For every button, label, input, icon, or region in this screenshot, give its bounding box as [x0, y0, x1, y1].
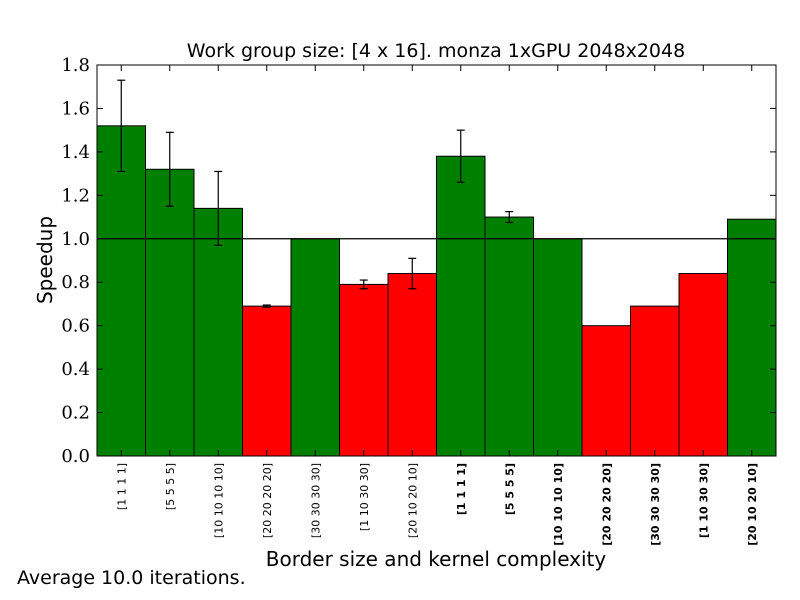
bar: [96, 125, 146, 457]
x-tick-label: [20 20 20 20]: [261, 463, 274, 538]
bar: [533, 238, 583, 457]
bar: [339, 283, 389, 457]
bar: [727, 218, 777, 457]
x-tick-label: [20 20 20 20]: [600, 463, 613, 546]
x-tick-label: [1 1 1 1]: [455, 463, 468, 515]
y-tick-label: 1.2: [61, 185, 90, 206]
bars-group: [96, 125, 777, 457]
x-tick-label: [1 1 1 1]: [115, 463, 128, 510]
error-bars-group: [117, 79, 514, 308]
x-tick-label: [10 10 10 10]: [552, 463, 565, 546]
x-tick-label: [30 30 30 30]: [649, 463, 662, 546]
bar: [484, 216, 534, 457]
x-tick-label: [10 10 10 10]: [212, 463, 225, 538]
y-tick-label: 1.8: [61, 55, 90, 76]
bar: [242, 305, 292, 457]
chart-title: Work group size: [4 x 16]. monza 1xGPU 2…: [187, 40, 685, 62]
bar: [436, 155, 486, 457]
y-tick-label: 1.0: [61, 229, 90, 250]
y-tick-label: 0.2: [61, 403, 90, 424]
x-axis-label: Border size and kernel complexity: [266, 547, 607, 571]
y-axis-label: Speedup: [33, 216, 57, 304]
y-tick-label: 0.8: [61, 272, 90, 293]
y-tick-label: 1.4: [61, 142, 90, 163]
x-tick-label: [5 5 5 5]: [164, 463, 177, 510]
y-tick-label: 0.0: [61, 446, 90, 467]
bar: [290, 238, 340, 457]
footnote: Average 10.0 iterations.: [17, 567, 246, 589]
bar: [145, 168, 195, 457]
y-axis-ticks: 0.0 0.2 0.4 0.6 0.8 1.0 1.2 1.4 1.6 1.8: [61, 55, 776, 467]
bar: [630, 305, 680, 457]
bar: [193, 207, 243, 457]
y-tick-label: 0.4: [61, 359, 90, 380]
x-tick-label: [20 10 20 10]: [746, 463, 759, 546]
x-axis-ticks: [1 1 1 1] [5 5 5 5] [10 10 10 10] [20 20 20…: [115, 65, 759, 546]
x-tick-label: [1 10 30 30]: [358, 463, 371, 531]
y-tick-label: 1.6: [61, 98, 90, 119]
bar: [581, 325, 631, 457]
x-tick-label: [1 10 30 30]: [697, 463, 710, 538]
x-tick-label: [20 10 20 10]: [406, 463, 419, 538]
plot-frame: [96, 64, 777, 457]
bar: [678, 273, 728, 457]
bar: [387, 273, 437, 457]
y-tick-label: 0.6: [61, 316, 90, 337]
x-tick-label: [30 30 30 30]: [309, 463, 322, 538]
x-tick-label: [5 5 5 5]: [503, 463, 516, 515]
